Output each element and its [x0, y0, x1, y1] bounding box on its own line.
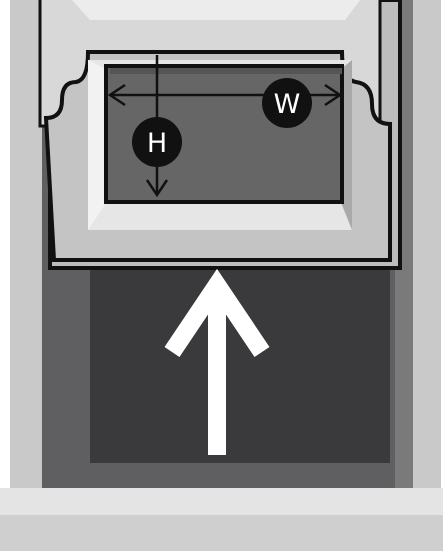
height-label: H — [147, 128, 167, 159]
width-label-badge — [262, 78, 312, 128]
window-sill-front — [0, 515, 443, 551]
frame-left-jamb — [10, 0, 42, 500]
width-arrowhead-left — [107, 83, 126, 107]
top-rail-bevel — [72, 0, 360, 20]
width-arrowhead-right — [324, 83, 343, 107]
width-label: W — [274, 89, 301, 120]
frame-right-jamb — [413, 0, 441, 500]
window-opening — [90, 268, 390, 463]
glass-shadow — [110, 68, 342, 74]
height-label-badge — [132, 117, 182, 167]
glass-bevel-left — [88, 60, 108, 230]
height-arrowhead — [145, 179, 169, 198]
up-arrow-icon — [164, 268, 270, 455]
